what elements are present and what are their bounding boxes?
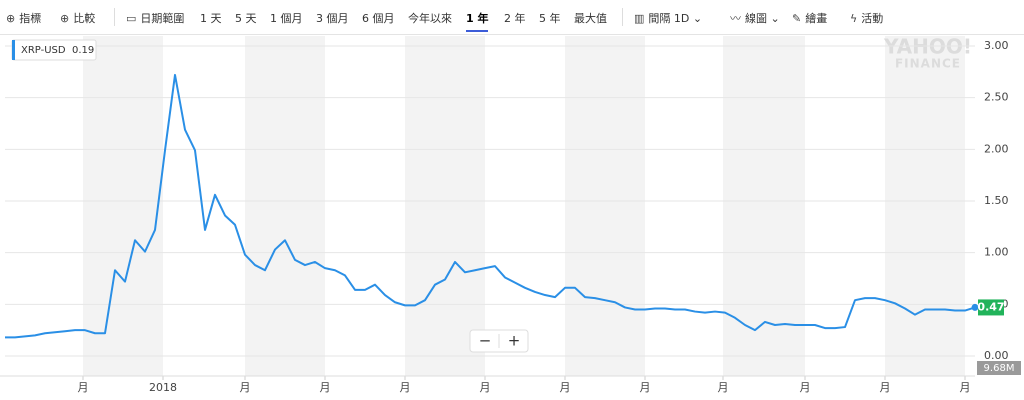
plus-icon: ⊕ [6,12,16,25]
x-tick-label: 月 [400,381,411,394]
price-line [5,73,976,339]
range-button[interactable]: 5 年 [539,12,561,25]
y-tick-label: 2.50 [984,91,1009,104]
month-band [83,36,163,376]
x-tick-label: 月 [960,381,971,394]
y-tick-label: 3.00 [984,39,1009,52]
x-tick-label: 月 [800,381,811,394]
month-band [885,36,965,376]
range-button[interactable]: 1 天 [200,12,222,25]
zoom-out[interactable]: − [479,332,492,350]
interval-button[interactable]: ▥ 間隔 1D ⌄ [634,12,703,25]
chart-type-button[interactable]: 〰線圖 ⌄ [730,12,780,25]
range-button[interactable]: 3 個月 [316,12,349,25]
range-button[interactable]: 6 個月 [362,12,395,25]
volume-tag [977,361,1021,375]
interval-icon: ▥ [634,12,645,25]
draw-label: 繪畫 [805,12,828,25]
range-button[interactable]: 2 年 [504,12,526,25]
zoom-in[interactable]: + [508,332,521,350]
compare-label: 比較 [73,12,96,25]
calendar-icon: ▭ [126,12,137,25]
separator [114,8,115,26]
indicators-label: 指標 [19,12,42,25]
line-icon: 〰 [730,12,741,25]
x-tick-label: 月 [640,381,651,394]
range-button[interactable]: 5 天 [235,12,257,25]
last-price-tag [978,299,1004,316]
month-band [245,36,325,376]
volume-label: 9.68M [984,363,1015,374]
legend-swatch [12,40,15,60]
x-tick-label: 月 [480,381,491,394]
legend-name: XRP-USD [21,45,66,56]
zoom-control[interactable]: − + [469,329,529,353]
y-tick-label: 2.00 [984,142,1009,155]
events-button[interactable]: ϟ 活動 [850,10,883,26]
last-point [971,303,979,311]
month-band [565,36,645,376]
compare-button[interactable]: ⊕ 比較 [60,10,95,26]
range-button[interactable]: 1 個月 [270,12,303,25]
interval-label: 間隔 [648,12,671,25]
pencil-icon: ✎ [792,12,802,25]
separator [622,8,623,26]
y-tick-label: 1.00 [984,246,1009,259]
x-tick-label: 月 [560,381,571,394]
x-tick-label: 月 [880,381,891,394]
month-band [405,36,485,376]
indicators-button[interactable]: ⊕ 指標 [6,10,41,26]
date-range-label: 日期範圍 [140,12,185,25]
legend-value: 0.19 [72,45,94,56]
y-tick-label: 1.50 [984,194,1009,207]
range-button[interactable]: 1 年 [466,10,489,32]
last-price-label: 0.47 [977,300,1004,313]
draw-button[interactable]: ✎ 繪畫 [792,10,827,26]
chart-type-label: 線圖 [745,12,767,25]
events-label: 活動 [861,12,884,25]
month-bands [83,36,965,376]
date-range-button[interactable]: ▭ 日期範圍 [126,10,184,26]
plus-icon: ⊕ [60,12,70,25]
interval-value: 1D [673,12,690,25]
y-tick-label: 0.00 [984,349,1009,362]
x-tick-label: 月 [718,381,729,394]
x-tick-label: 月 [320,381,331,394]
range-button[interactable]: 今年以來 [408,12,452,25]
x-tick-label: 月 [78,381,89,394]
range-button[interactable]: 最大值 [574,12,607,25]
watermark: FINANCE [895,57,961,71]
x-tick-label: 2018 [149,381,177,394]
x-tick-label: 月 [240,381,251,394]
bolt-icon: ϟ [850,12,858,25]
